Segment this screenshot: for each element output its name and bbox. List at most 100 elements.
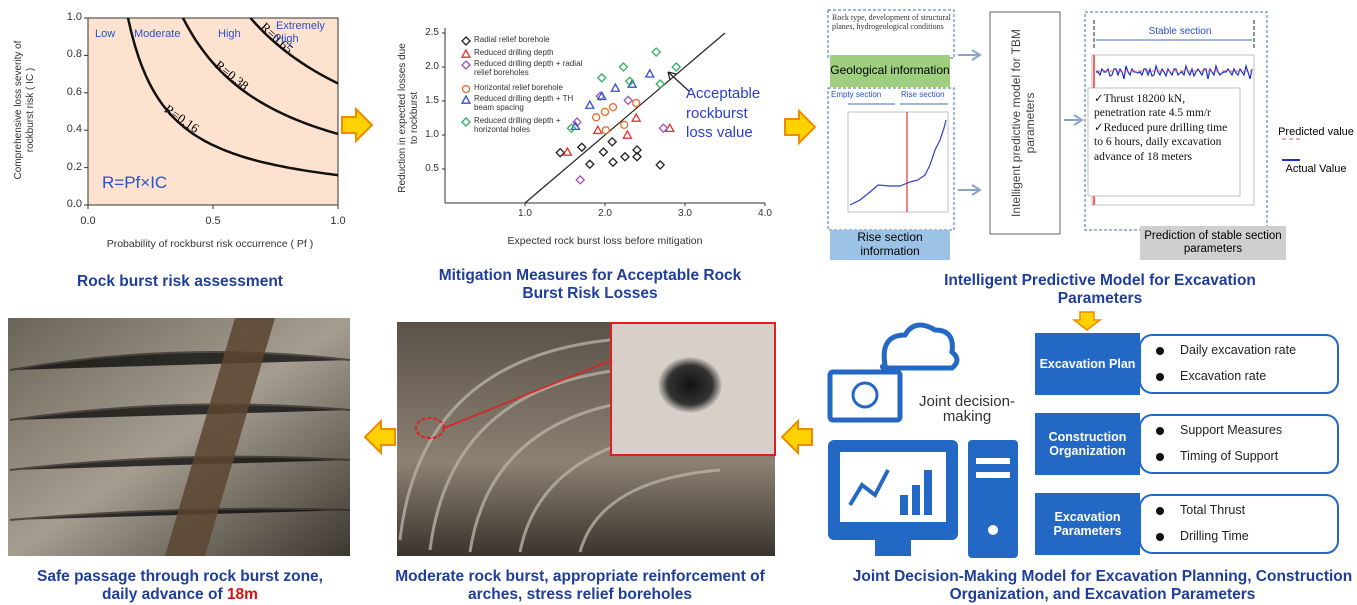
flow-arrow bbox=[782, 421, 812, 453]
prediction-box-label: Prediction of stable section parameters bbox=[1140, 226, 1286, 260]
point bbox=[576, 176, 584, 184]
x-axis-label: Probability of rockburst risk occurrence… bbox=[60, 238, 360, 250]
bullet bbox=[1156, 427, 1164, 435]
legend-marker bbox=[462, 37, 470, 45]
annotation: Acceptable rockburst loss value bbox=[686, 84, 776, 143]
point bbox=[652, 48, 660, 56]
point bbox=[563, 148, 571, 155]
point bbox=[598, 74, 606, 82]
y-tick-label: 0.2 bbox=[48, 161, 82, 174]
y-axis-label: Reduction in expected losses due to rock… bbox=[397, 43, 427, 193]
point bbox=[609, 158, 617, 166]
x-tick-label: 3.0 bbox=[665, 208, 705, 220]
point bbox=[611, 84, 619, 91]
point bbox=[656, 161, 664, 169]
flow-arrow bbox=[1074, 312, 1100, 330]
actual-curve bbox=[1096, 66, 1252, 79]
rise-chart-frame bbox=[828, 88, 954, 230]
flow-arrow bbox=[342, 109, 372, 141]
y-tick-label: 0.6 bbox=[48, 86, 82, 99]
legend-actual: Actual Value bbox=[1275, 163, 1357, 176]
x-tick-label: 2.0 bbox=[585, 208, 625, 220]
point bbox=[586, 101, 594, 108]
point bbox=[594, 126, 602, 133]
point bbox=[646, 70, 654, 77]
point bbox=[619, 63, 627, 71]
x-tick-label: 4.0 bbox=[745, 208, 785, 220]
x-axis-label: Expected rock burst loss before mitigati… bbox=[455, 235, 755, 247]
legend-label: Radial relief borehole bbox=[474, 36, 586, 45]
y-tick-label: 0.8 bbox=[48, 48, 82, 61]
y-tick-label: 2.5 bbox=[407, 27, 439, 39]
group-title: Excavation Plan bbox=[1035, 333, 1140, 395]
flow-arrow bbox=[785, 111, 815, 143]
x-tick-label: 1.0 bbox=[318, 215, 358, 228]
bullet bbox=[1156, 453, 1164, 461]
group-item: Daily excavation rate bbox=[1180, 343, 1335, 357]
caption: Safe passage through rock burst zone, da… bbox=[20, 568, 340, 604]
point bbox=[593, 114, 600, 121]
result-text: ✓Thrust 18200 kN, penetration rate 4.5 m… bbox=[1094, 92, 1238, 164]
caption: Rock burst risk assessment bbox=[20, 273, 340, 291]
group-item: Drilling Time bbox=[1180, 529, 1335, 543]
legend-label: Reduced drilling depth + horizontal hole… bbox=[474, 117, 586, 135]
legend-marker bbox=[463, 86, 470, 93]
caption: Joint Decision-Making Model for Excavati… bbox=[850, 568, 1355, 604]
point bbox=[623, 131, 631, 138]
point bbox=[633, 100, 640, 107]
bullet bbox=[1156, 507, 1164, 515]
bullet bbox=[1156, 347, 1164, 355]
point bbox=[586, 160, 594, 168]
photo-borehole bbox=[658, 357, 722, 413]
point bbox=[602, 108, 609, 115]
x-tick-label: 0.0 bbox=[68, 215, 108, 228]
y-axis-label: Comprehensive loss severity of rockburst… bbox=[13, 20, 43, 200]
rise-box-label: Rise section information bbox=[830, 230, 950, 260]
point bbox=[599, 148, 607, 156]
zone-label: Moderate bbox=[134, 28, 194, 41]
legend-label: Reduced drilling depth bbox=[474, 49, 586, 58]
point bbox=[610, 104, 617, 111]
point bbox=[656, 80, 664, 88]
group-title: Excavation Parameters bbox=[1035, 493, 1140, 555]
group-item: Total Thrust bbox=[1180, 503, 1335, 517]
y-tick-label: 0.4 bbox=[48, 123, 82, 136]
arrow bbox=[958, 50, 980, 60]
legend-label: Horizontal relief borehole bbox=[474, 84, 586, 93]
rise-section: Rise section bbox=[901, 90, 953, 99]
point bbox=[624, 96, 632, 104]
geology-text: Rock type, development of structural pla… bbox=[832, 13, 952, 31]
legend-marker bbox=[462, 96, 470, 103]
zone-label: Extremely High bbox=[276, 20, 332, 45]
caption: Moderate rock burst, appropriate reinfor… bbox=[390, 568, 770, 604]
model-box-label: Intelligent predictive model for TBM par… bbox=[1010, 13, 1040, 233]
point bbox=[621, 153, 629, 161]
zone-label: Low bbox=[95, 28, 135, 41]
point bbox=[608, 138, 616, 146]
bullet bbox=[1156, 373, 1164, 381]
legend-label: Reduced drilling depth + TH beam spacing bbox=[474, 95, 586, 113]
point bbox=[621, 121, 628, 128]
legend-predicted: Predicted value bbox=[1275, 126, 1357, 139]
caption: Mitigation Measures for Acceptable Rock … bbox=[420, 267, 760, 303]
y-tick-label: 0.0 bbox=[48, 198, 82, 211]
group-item: Excavation rate bbox=[1180, 369, 1335, 383]
x-tick-label: 1.0 bbox=[505, 208, 545, 220]
stable-section: Stable section bbox=[1140, 26, 1220, 38]
legend-marker bbox=[462, 50, 470, 57]
caption: Intelligent Predictive Model for Excavat… bbox=[900, 272, 1300, 308]
point bbox=[602, 127, 609, 134]
decision-icons bbox=[828, 325, 1018, 558]
arrow bbox=[1064, 115, 1082, 125]
point bbox=[672, 63, 680, 71]
geology-box-label: Geological information bbox=[830, 55, 950, 87]
group-item: Support Measures bbox=[1180, 423, 1335, 437]
point bbox=[632, 114, 640, 121]
joint-label: Joint decision-making bbox=[912, 394, 1022, 424]
zone-label: High bbox=[218, 28, 258, 41]
page: R=0.16R=0.38R=0.65 0.00.20.40.60.81.00.0… bbox=[0, 0, 1357, 605]
empty-section: Empty section bbox=[831, 90, 891, 99]
arrow bbox=[958, 185, 980, 195]
caption-highlight: 18m bbox=[227, 586, 258, 603]
y-tick-label: 1.0 bbox=[48, 11, 82, 24]
